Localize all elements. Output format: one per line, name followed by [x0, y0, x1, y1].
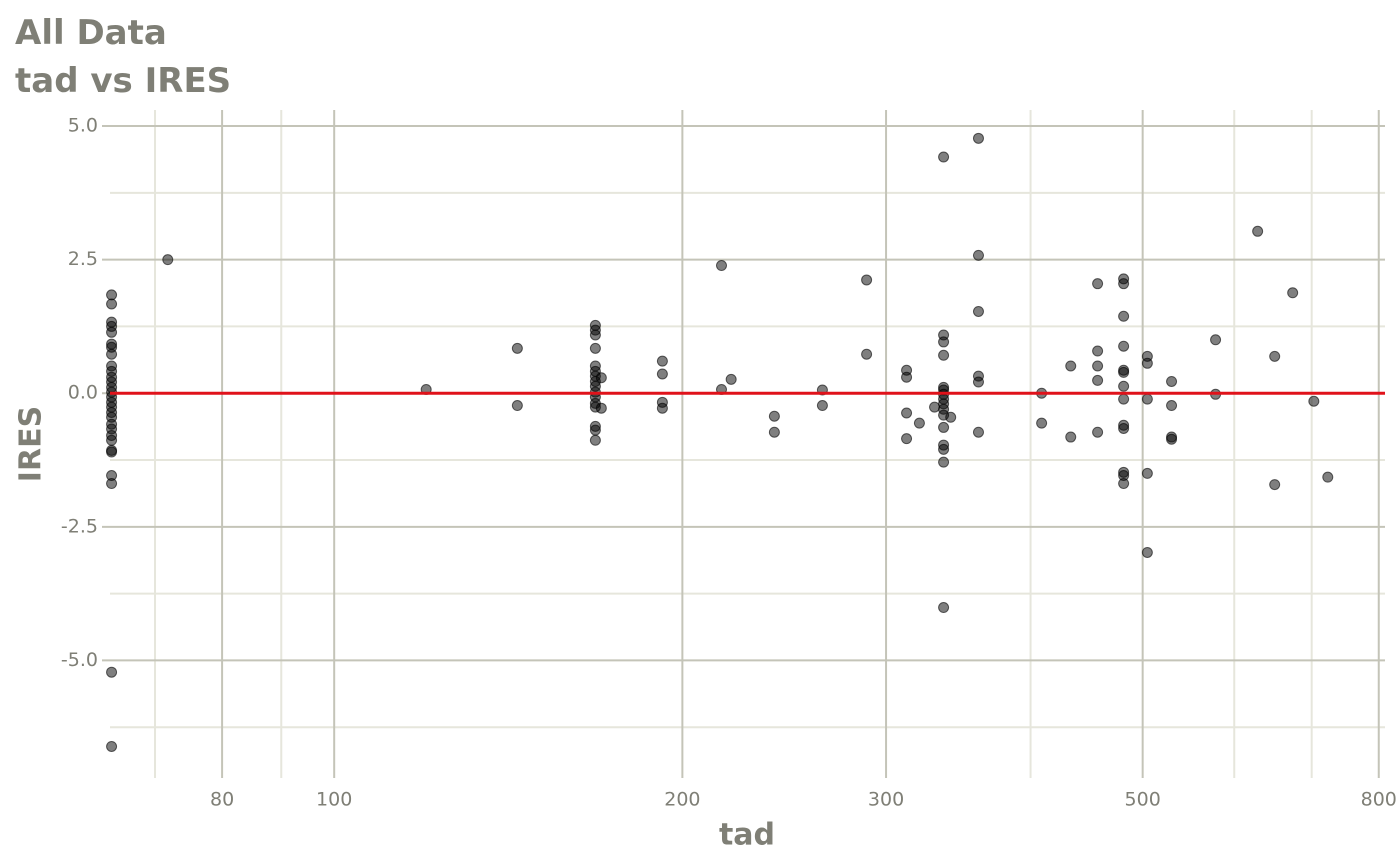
- chart-subtitle: tad vs IRES: [15, 61, 231, 101]
- point: [938, 602, 950, 614]
- point: [1092, 426, 1104, 438]
- y-axis-label: IRES: [14, 406, 49, 482]
- x-tick-label: 800: [1361, 789, 1397, 811]
- point: [1166, 375, 1178, 387]
- point: [1141, 357, 1153, 369]
- point: [972, 305, 984, 317]
- point: [106, 446, 118, 458]
- point: [595, 402, 607, 414]
- point: [162, 254, 174, 266]
- point: [972, 426, 984, 438]
- points: [106, 132, 1385, 752]
- point: [768, 410, 780, 422]
- point: [1252, 225, 1264, 237]
- point: [1092, 345, 1104, 357]
- point: [1166, 400, 1178, 412]
- point: [1118, 278, 1130, 290]
- point: [938, 336, 950, 348]
- point: [589, 329, 601, 341]
- point: [972, 249, 984, 261]
- point: [1118, 478, 1130, 490]
- point: [1287, 287, 1299, 299]
- point: [511, 342, 523, 354]
- point: [106, 740, 118, 752]
- x-tick-label: 500: [1125, 789, 1161, 811]
- point: [861, 274, 873, 286]
- point: [1118, 423, 1130, 435]
- point: [929, 401, 941, 413]
- point: [1065, 360, 1077, 372]
- point: [1141, 546, 1153, 558]
- point: [106, 348, 118, 360]
- point: [1092, 360, 1104, 372]
- point: [656, 355, 668, 367]
- point: [901, 371, 913, 383]
- point: [511, 400, 523, 412]
- point: [1118, 366, 1130, 378]
- y-tick-label: -2.5: [61, 515, 98, 537]
- point: [1322, 471, 1334, 483]
- point: [901, 433, 913, 445]
- point: [1092, 278, 1104, 290]
- point: [861, 348, 873, 360]
- point: [816, 400, 828, 412]
- point: [656, 402, 668, 414]
- chart-title: All Data: [15, 13, 167, 53]
- point: [656, 368, 668, 380]
- point: [1269, 350, 1281, 362]
- point: [938, 443, 950, 455]
- x-tick-label: 200: [664, 789, 700, 811]
- grid: 80 100 200 300 500 800 -5.0 -2.5 0.0 2.5 5.0: [61, 110, 1397, 811]
- point: [589, 424, 601, 436]
- point: [589, 434, 601, 446]
- point: [106, 478, 118, 490]
- point: [106, 666, 118, 678]
- point: [106, 326, 118, 338]
- point: [938, 456, 950, 468]
- point: [938, 349, 950, 361]
- point: [1036, 417, 1048, 429]
- x-tick-label: 100: [316, 789, 352, 811]
- point: [1141, 393, 1153, 405]
- point: [725, 373, 737, 385]
- point: [106, 298, 118, 310]
- point: [106, 289, 118, 301]
- point: [1092, 374, 1104, 386]
- point: [901, 407, 913, 419]
- point: [972, 376, 984, 388]
- point: [716, 260, 728, 272]
- point: [1118, 310, 1130, 322]
- y-tick-label: -5.0: [61, 649, 98, 671]
- point: [595, 372, 607, 384]
- point: [1308, 395, 1320, 407]
- point: [1141, 467, 1153, 479]
- point: [106, 434, 118, 446]
- y-tick-label: 0.0: [68, 382, 98, 404]
- point: [1269, 479, 1281, 491]
- point: [1118, 393, 1130, 405]
- point: [1065, 431, 1077, 443]
- point: [938, 421, 950, 433]
- point: [1166, 433, 1178, 445]
- x-tick-label: 300: [868, 789, 904, 811]
- point: [913, 417, 925, 429]
- point: [1118, 340, 1130, 352]
- y-tick-label: 5.0: [68, 115, 98, 137]
- point: [589, 342, 601, 354]
- point: [1118, 380, 1130, 392]
- point: [768, 426, 780, 438]
- point: [1210, 334, 1222, 346]
- x-tick-label: 80: [210, 789, 234, 811]
- point: [972, 132, 984, 144]
- point: [945, 411, 957, 423]
- point: [938, 151, 950, 163]
- x-axis-label: tad: [719, 818, 775, 853]
- y-tick-label: 2.5: [68, 248, 98, 270]
